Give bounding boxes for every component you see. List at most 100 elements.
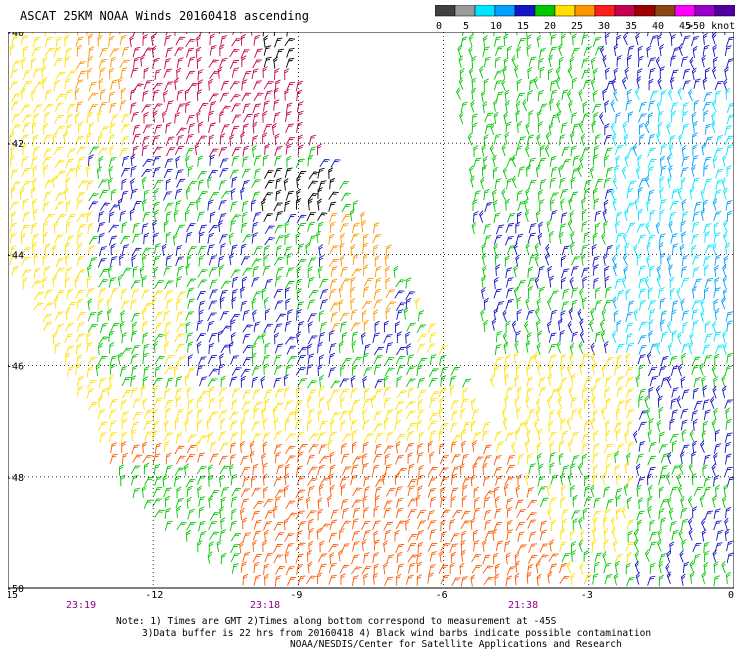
wind-barb xyxy=(253,34,261,46)
wind-barb xyxy=(517,280,526,290)
wind-barb xyxy=(548,553,559,562)
wind-barb xyxy=(527,285,534,298)
wind-barb xyxy=(66,148,76,158)
wind-barb xyxy=(117,76,123,90)
wind-barb xyxy=(483,56,491,68)
wind-barb xyxy=(471,77,477,90)
wind-barb xyxy=(536,442,542,455)
wind-barb xyxy=(637,186,643,199)
wind-barb xyxy=(261,407,267,420)
wind-barb xyxy=(31,47,41,57)
wind-barb xyxy=(702,344,711,355)
wind-barb xyxy=(141,168,152,178)
wind-barb xyxy=(385,409,394,420)
wind-barb xyxy=(338,341,344,354)
wind-barb xyxy=(646,242,652,255)
wind-barb xyxy=(32,146,40,158)
wind-barb xyxy=(186,496,192,509)
wind-barb xyxy=(274,68,280,80)
wind-barb xyxy=(495,91,504,102)
wind-barb xyxy=(526,376,534,388)
wind-barb xyxy=(207,354,217,365)
wind-barb xyxy=(263,521,273,531)
wind-barb xyxy=(468,67,474,80)
wind-barb xyxy=(97,222,105,233)
wind-barb xyxy=(231,155,240,167)
wind-barb xyxy=(693,278,703,289)
wind-barb xyxy=(273,32,276,37)
wind-barb xyxy=(216,539,222,553)
wind-barb xyxy=(318,354,325,367)
wind-barb xyxy=(702,44,710,56)
wind-barb xyxy=(164,520,173,531)
wind-barb xyxy=(231,38,242,47)
wind-barb xyxy=(242,389,252,400)
wind-barb xyxy=(679,550,684,563)
colorbar-swatch xyxy=(694,5,716,17)
wind-barb xyxy=(603,528,609,541)
wind-barb xyxy=(55,192,65,202)
wind-barb xyxy=(208,332,218,343)
wind-barb xyxy=(34,291,45,301)
wind-barb xyxy=(449,375,457,387)
wind-barb xyxy=(599,45,605,59)
wind-barb xyxy=(274,388,284,399)
wind-barb xyxy=(328,367,336,378)
wind-barb xyxy=(98,179,109,188)
wind-barb xyxy=(65,253,70,266)
wind-barb xyxy=(672,440,678,452)
wind-barb xyxy=(97,355,108,365)
wind-barb xyxy=(32,113,40,124)
wind-barb xyxy=(199,390,210,400)
wind-barb xyxy=(154,322,163,334)
wind-barb xyxy=(703,409,711,421)
wind-barb xyxy=(220,344,231,354)
wind-barb xyxy=(220,80,230,91)
wind-barb xyxy=(691,451,697,463)
wind-barb xyxy=(43,134,52,144)
wind-barb xyxy=(656,342,661,355)
wind-barb xyxy=(207,320,215,332)
wind-barb xyxy=(164,495,171,508)
wind-barb xyxy=(701,430,707,443)
wind-barb xyxy=(209,71,220,80)
wind-barb xyxy=(429,391,441,400)
wind-barb xyxy=(207,312,217,322)
wind-barb xyxy=(307,276,315,288)
wind-barb xyxy=(251,366,261,376)
wind-barb xyxy=(559,188,569,199)
wind-barb xyxy=(208,342,215,355)
colorbar-label: 0 xyxy=(436,21,442,32)
wind-barb xyxy=(538,221,544,234)
wind-barb xyxy=(539,543,549,553)
wind-barb xyxy=(65,113,74,124)
wind-barb xyxy=(297,346,308,356)
wind-barb xyxy=(185,479,196,488)
wind-barb xyxy=(702,102,712,112)
wind-barb xyxy=(538,286,546,298)
wind-barb xyxy=(130,465,141,475)
wind-barb xyxy=(524,439,530,453)
wind-barb xyxy=(142,441,148,454)
wind-barb xyxy=(547,265,553,278)
wind-barb xyxy=(86,332,92,344)
wind-barb xyxy=(153,266,159,279)
wind-barb xyxy=(162,475,168,488)
wind-barb xyxy=(132,233,141,244)
wind-barb xyxy=(220,375,226,388)
wind-barb xyxy=(87,311,97,322)
wind-barb xyxy=(657,528,663,542)
wind-barb xyxy=(284,88,290,101)
wind-barb xyxy=(505,223,515,233)
wind-barb xyxy=(561,159,571,169)
wind-barb xyxy=(590,385,596,399)
wind-barb xyxy=(547,68,554,81)
wind-barb xyxy=(636,253,643,266)
wind-barb xyxy=(362,352,369,364)
wind-barb xyxy=(98,287,107,299)
wind-barb xyxy=(185,155,190,168)
wind-barb xyxy=(511,154,517,168)
wind-barb xyxy=(462,421,471,432)
wind-barb xyxy=(699,494,705,508)
wind-barb xyxy=(328,167,334,180)
